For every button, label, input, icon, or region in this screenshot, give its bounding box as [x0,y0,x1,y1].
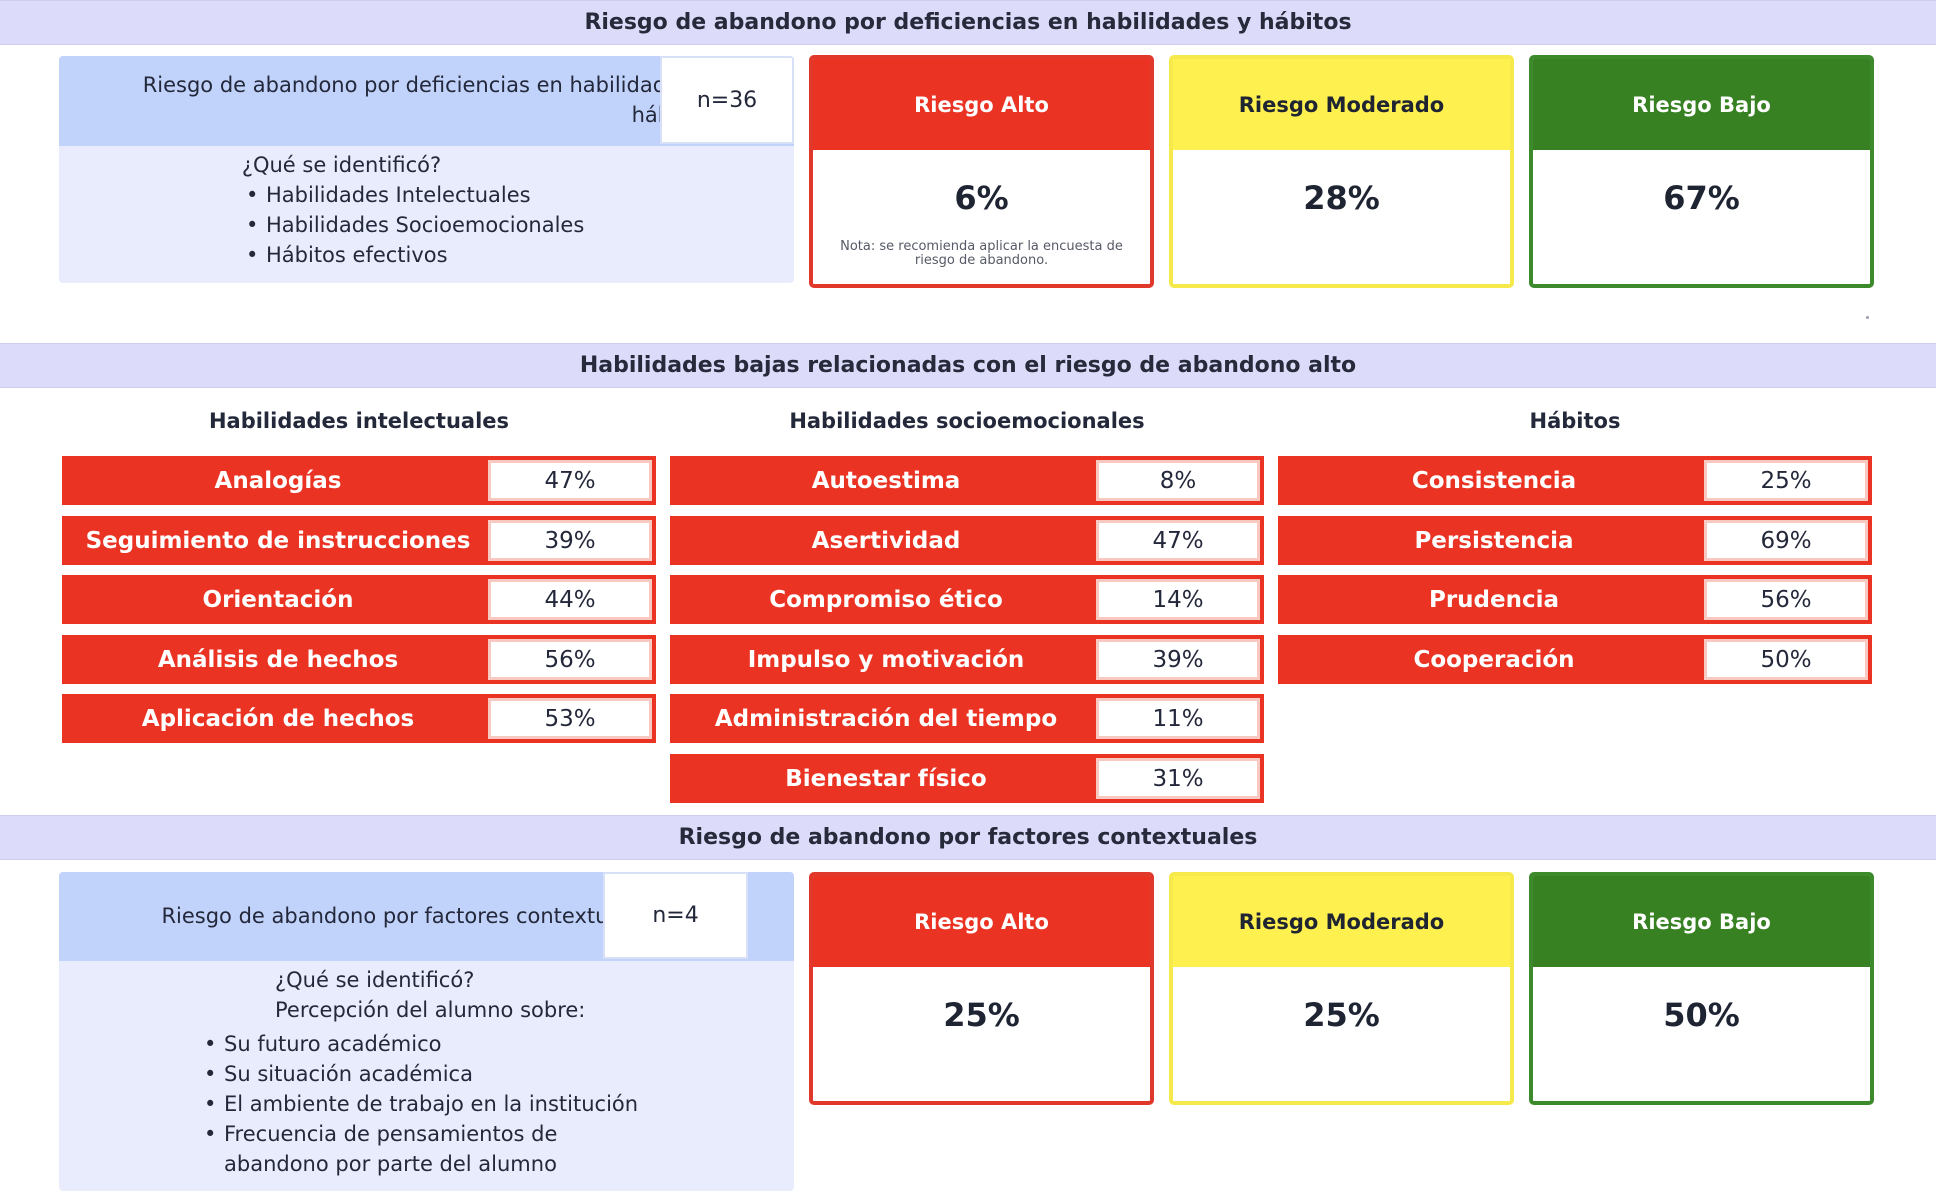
section-header-habilidades: Riesgo de abandono por deficiencias en h… [0,0,1936,45]
contextual-info-header: Riesgo de abandono por factores contextu… [59,872,794,961]
skill-row-bienestar: Bienestar físico 31% [670,754,1264,803]
contextual-info-panel: Riesgo de abandono por factores contextu… [59,872,794,1191]
skill-value: 39% [488,520,652,561]
skill-label: Impulso y motivación [747,646,1025,673]
habilidades-info-title: Riesgo de abandono por deficiencias en h… [142,73,709,127]
section-header-contextuales: Riesgo de abandono por factores contextu… [0,815,1936,860]
skill-label: Compromiso ético [769,586,1003,613]
skill-label: Seguimiento de instrucciones [85,527,471,554]
list-item: Su futuro académico [202,1029,642,1059]
skill-label: Bienestar físico [785,765,987,792]
skill-row-seguimiento: Seguimiento de instrucciones 39% [62,516,656,565]
list-item: Su situación académica [202,1059,642,1089]
skill-value: 47% [488,460,652,501]
skill-row-compromiso: Compromiso ético 14% [670,575,1264,624]
habilidades-identified-label: ¿Qué se identificó? [241,153,442,177]
column-title-intelectuales: Habilidades intelectuales [208,409,510,433]
skill-value: 25% [1704,460,1868,501]
list-item: El ambiente de trabajo en la institución [202,1089,642,1119]
skill-label: Análisis de hechos [157,646,399,673]
habilidades-info-header: Riesgo de abandono por deficiencias en h… [59,56,794,146]
skill-value: 14% [1096,579,1260,620]
skill-row-persistencia: Persistencia 69% [1278,516,1872,565]
skill-label: Prudencia [1428,586,1560,613]
skill-label: Aplicación de hechos [141,705,415,732]
habilidades-risk-moderado-card: Riesgo Moderado 28% [1169,55,1514,288]
habilidades-n-count: n=36 [660,56,794,144]
risk-alto-value: 6% [954,179,1009,217]
habilidades-risk-alto-card: Riesgo Alto 6% Nota: se recomienda aplic… [809,55,1154,288]
column-title-habitos: Hábitos [1529,409,1621,433]
skill-label: Analogías [214,467,342,494]
list-item: Habilidades Socioemocionales [244,210,794,240]
skill-value: 53% [488,698,652,739]
skill-row-consistencia: Consistencia 25% [1278,456,1872,505]
skill-label: Orientación [202,586,354,613]
risk-alto-note: Nota: se recomienda aplicar la encuesta … [840,239,1123,268]
skill-value: 56% [1704,579,1868,620]
habilidades-info-body: ¿Qué se identificó? Habilidades Intelect… [59,150,794,270]
skill-value: 39% [1096,639,1260,680]
skill-value: 8% [1096,460,1260,501]
skill-row-aplicacion: Aplicación de hechos 53% [62,694,656,743]
section-header-bajas: Habilidades bajas relacionadas con el ri… [0,343,1936,388]
risk-moderado-value: 28% [1303,179,1380,217]
list-item: Frecuencia de pensamientos de abandono p… [202,1119,642,1179]
skill-value: 44% [488,579,652,620]
risk-alto-label: Riesgo Alto [813,59,1150,150]
contextual-perception-label: Percepción del alumno sobre: [275,998,586,1022]
skill-row-analisis: Análisis de hechos 56% [62,635,656,684]
skill-label: Autoestima [811,467,961,494]
skill-value: 11% [1096,698,1260,739]
contextual-risk-alto-card: Riesgo Alto 25% [809,872,1154,1105]
skill-value: 56% [488,639,652,680]
list-item: Hábitos efectivos [244,240,794,270]
risk-bajo-label: Riesgo Bajo [1533,876,1870,967]
skill-value: 50% [1704,639,1868,680]
contextual-info-body: ¿Qué se identificó? Percepción del alumn… [59,965,794,1179]
habilidades-risk-bajo-card: Riesgo Bajo 67% [1529,55,1874,288]
column-title-socioemocionales: Habilidades socioemocionales [789,409,1145,433]
skill-label: Persistencia [1414,527,1574,554]
habilidades-identified-list: Habilidades Intelectuales Habilidades So… [244,180,794,270]
risk-alto-label: Riesgo Alto [813,876,1150,967]
contextual-risk-moderado-card: Riesgo Moderado 25% [1169,872,1514,1105]
risk-moderado-label: Riesgo Moderado [1173,876,1510,967]
decorative-dot [1866,316,1869,319]
habilidades-info-panel: Riesgo de abandono por deficiencias en h… [59,56,794,283]
risk-bajo-value: 67% [1663,179,1740,217]
contextual-identified-list: Su futuro académico Su situación académi… [202,1029,642,1179]
risk-moderado-label: Riesgo Moderado [1173,59,1510,150]
skill-label: Administración del tiempo [714,705,1058,732]
skill-value: 69% [1704,520,1868,561]
risk-alto-value: 25% [943,996,1020,1034]
skill-value: 31% [1096,758,1260,799]
skill-label: Cooperación [1413,646,1575,673]
contextual-n-count: n=4 [603,872,748,959]
skill-row-impulso: Impulso y motivación 39% [670,635,1264,684]
skill-row-autoestima: Autoestima 8% [670,456,1264,505]
skill-row-analogias: Analogías 47% [62,456,656,505]
skill-label: Asertividad [811,527,961,554]
skill-value: 47% [1096,520,1260,561]
list-item: Habilidades Intelectuales [244,180,794,210]
skill-label: Consistencia [1411,467,1577,494]
skill-row-orientacion: Orientación 44% [62,575,656,624]
skill-row-prudencia: Prudencia 56% [1278,575,1872,624]
contextual-info-title: Riesgo de abandono por factores contextu… [161,904,651,928]
risk-bajo-label: Riesgo Bajo [1533,59,1870,150]
contextual-identified-label: ¿Qué se identificó? [275,968,475,992]
contextual-risk-bajo-card: Riesgo Bajo 50% [1529,872,1874,1105]
risk-moderado-value: 25% [1303,996,1380,1034]
skill-row-administracion: Administración del tiempo 11% [670,694,1264,743]
risk-bajo-value: 50% [1663,996,1740,1034]
skill-row-cooperacion: Cooperación 50% [1278,635,1872,684]
skill-row-asertividad: Asertividad 47% [670,516,1264,565]
